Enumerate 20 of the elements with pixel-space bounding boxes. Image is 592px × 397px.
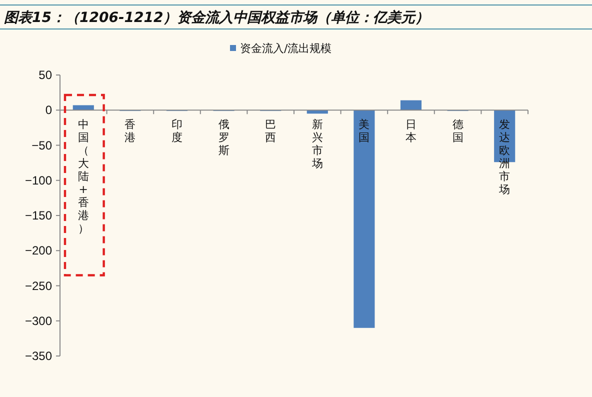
y-tick-label: −350 [24,349,52,363]
y-tick-label: −250 [24,278,52,293]
y-tick-label: −100 [24,173,52,188]
x-tick-label: 巴西 [265,118,276,144]
x-tick-label: 香港 [124,118,136,144]
y-tick-label: −150 [24,208,52,222]
x-tick-label: 美国 [358,118,370,144]
category-label: 中国（大陆+香港） [78,118,89,236]
y-tick-label: 50 [38,68,52,82]
x-tick-label: 印度 [172,118,182,144]
y-tick-label: −50 [32,138,52,152]
x-tick-label: 俄罗斯 [218,118,230,158]
legend: 资金流入/流出规模 [230,42,332,55]
x-tick-label: 新兴市场 [310,118,323,170]
y-tick-label: −300 [24,314,52,328]
x-tick-label: 日本 [406,118,416,144]
chart-title: 图表15：（1206-1212）资金流入中国权益市场（单位：亿美元） [4,9,430,26]
y-tick-label: 0 [45,103,52,118]
x-tick-label: 德国 [452,118,464,144]
y-tick-label: −200 [24,244,52,258]
